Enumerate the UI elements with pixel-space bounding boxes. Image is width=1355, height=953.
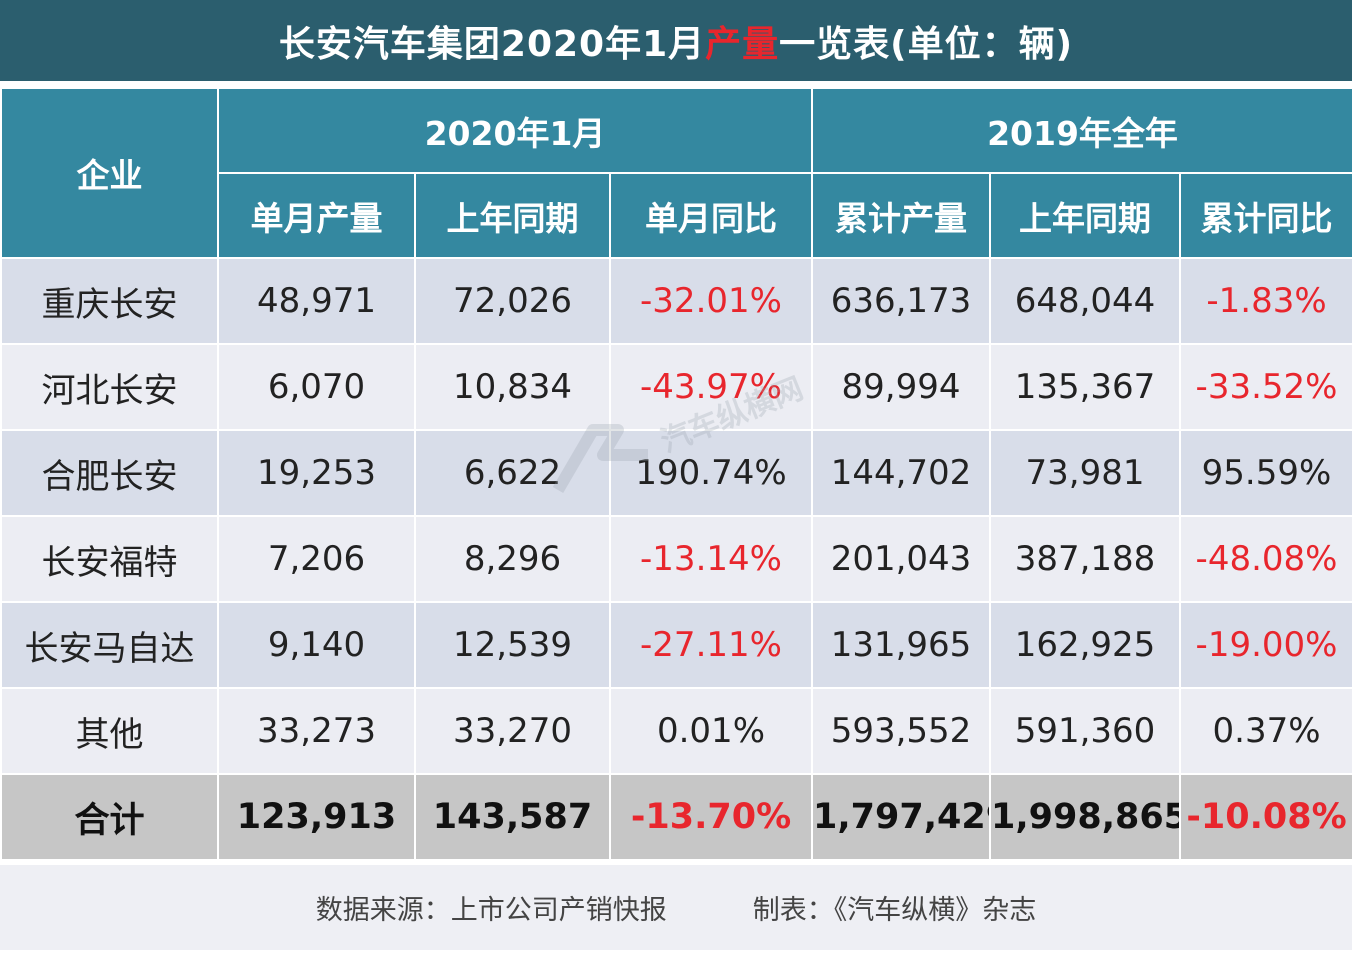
cell-cumulative-yoy: 0.37% <box>1178 687 1355 775</box>
cell-month-yoy: 190.74% <box>609 429 813 517</box>
header-company: 企业 <box>0 87 219 259</box>
header-row-columns: 单月产量 上年同期 单月同比 累计产量 上年同期 累计同比 <box>1 172 1355 259</box>
cell-cumulative-output: 1,797,429 <box>811 773 991 861</box>
title-highlight: 产量 <box>705 23 780 65</box>
table-title: 长安汽车集团2020年1月 产量 一览表(单位：辆) <box>0 0 1352 81</box>
cell-month-yoy: 0.01% <box>609 687 813 775</box>
cell-month-output: 7,206 <box>217 515 416 603</box>
cell-month-yoy: -43.97% <box>609 343 813 431</box>
cell-cumulative-yoy: -19.00% <box>1178 601 1355 689</box>
header-col-cumulative-yoy: 累计同比 <box>1178 172 1355 259</box>
cell-cumulative-last-year: 73,981 <box>989 429 1181 517</box>
cell-cumulative-last-year: 135,367 <box>989 343 1181 431</box>
cell-cumulative-output: 131,965 <box>811 601 991 689</box>
table-body: 重庆长安 48,971 72,026 -32.01% 636,173 648,044 -1.… <box>0 257 1355 861</box>
header-col-month-last-year: 上年同期 <box>414 172 611 259</box>
cell-month-yoy: -13.70% <box>609 773 813 861</box>
table-row: 长安福特 7,206 8,296 -13.14% 201,043 387,188 -48.0… <box>0 515 1355 603</box>
cell-cumulative-last-year: 162,925 <box>989 601 1181 689</box>
company-name: 合计 <box>0 773 219 861</box>
cell-cumulative-last-year: 387,188 <box>989 515 1181 603</box>
cell-month-output: 33,273 <box>217 687 416 775</box>
cell-cumulative-yoy: 95.59% <box>1178 429 1355 517</box>
company-name: 长安福特 <box>0 515 219 603</box>
cell-month-last-year: 72,026 <box>414 257 611 345</box>
cell-cumulative-output: 201,043 <box>811 515 991 603</box>
cell-month-yoy: -32.01% <box>609 257 813 345</box>
table-row: 其他 33,273 33,270 0.01% 593,552 591,360 0.37% <box>0 687 1355 775</box>
cell-cumulative-output: 89,994 <box>811 343 991 431</box>
table-row: 河北长安 6,070 10,834 -43.97% 89,994 135,367 -33.5… <box>0 343 1355 431</box>
table-row: 长安马自达 9,140 12,539 -27.11% 131,965 162,925 -19… <box>0 601 1355 689</box>
cell-cumulative-last-year: 591,360 <box>989 687 1181 775</box>
cell-cumulative-output: 144,702 <box>811 429 991 517</box>
cell-cumulative-output: 593,552 <box>811 687 991 775</box>
header-col-month-output: 单月产量 <box>217 172 416 259</box>
footer-source: 数据来源：上市公司产销快报 <box>315 895 667 926</box>
cell-month-last-year: 143,587 <box>414 773 611 861</box>
cell-month-last-year: 8,296 <box>414 515 611 603</box>
title-suffix: 一览表(单位：辆) <box>779 23 1074 65</box>
cell-month-yoy: -27.11% <box>609 601 813 689</box>
table-footer: 数据来源：上市公司产销快报 制表：《汽车纵横》杂志 <box>0 865 1352 950</box>
header-col-cumulative-output: 累计产量 <box>811 172 991 259</box>
cell-cumulative-last-year: 1,998,865 <box>989 773 1181 861</box>
company-name: 重庆长安 <box>0 257 219 345</box>
cell-month-output: 9,140 <box>217 601 416 689</box>
company-name: 河北长安 <box>0 343 219 431</box>
cell-cumulative-output: 636,173 <box>811 257 991 345</box>
cell-month-last-year: 12,539 <box>414 601 611 689</box>
cell-month-last-year: 10,834 <box>414 343 611 431</box>
title-text: 长安汽车集团2020年1月 <box>278 23 706 65</box>
header-group-month: 2020年1月 <box>217 87 813 174</box>
header-col-cumulative-last-year: 上年同期 <box>989 172 1181 259</box>
table-row: 合肥长安 19,253 6,622 190.74% 144,702 73,981 95.59… <box>0 429 1355 517</box>
company-name: 长安马自达 <box>0 601 219 689</box>
table-total-row: 合计123,913143,587-13.70%1,797,4291,998,86… <box>0 773 1355 861</box>
cell-cumulative-yoy: -48.08% <box>1178 515 1355 603</box>
cell-month-last-year: 6,622 <box>414 429 611 517</box>
header-row-groups: 企业 2020年1月 2019年全年 <box>0 87 1355 259</box>
footer-maker: 制表：《汽车纵横》杂志 <box>752 895 1037 926</box>
cell-cumulative-yoy: -1.83% <box>1178 257 1355 345</box>
company-name: 其他 <box>0 687 219 775</box>
cell-month-output: 6,070 <box>217 343 416 431</box>
table-row: 重庆长安 48,971 72,026 -32.01% 636,173 648,044 -1.… <box>0 257 1355 345</box>
header-group-year: 2019年全年 <box>810 87 1355 174</box>
cell-month-last-year: 33,270 <box>414 687 611 775</box>
cell-month-output: 48,971 <box>217 257 416 345</box>
cell-month-yoy: -13.14% <box>609 515 813 603</box>
company-name: 合肥长安 <box>0 429 219 517</box>
cell-cumulative-last-year: 648,044 <box>989 257 1181 345</box>
production-table: 企业 2020年1月 2019年全年 单月产量 上年同期 单月同比 累计产量 上… <box>0 87 1355 861</box>
cell-cumulative-yoy: -10.08% <box>1178 773 1355 861</box>
cell-month-output: 123,913 <box>217 773 416 861</box>
cell-cumulative-yoy: -33.52% <box>1178 343 1355 431</box>
cell-month-output: 19,253 <box>217 429 416 517</box>
header-col-month-yoy: 单月同比 <box>609 172 813 259</box>
